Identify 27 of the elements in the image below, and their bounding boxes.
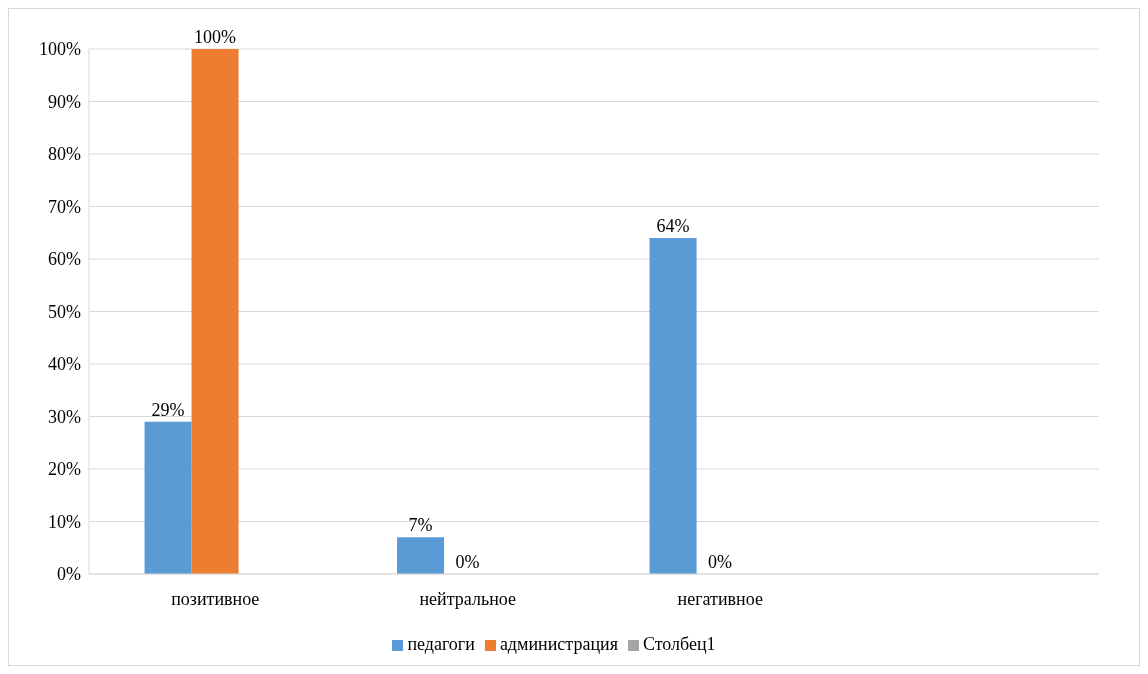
data-label: 0% (455, 552, 480, 572)
data-label: 64% (656, 216, 690, 236)
legend-label: Столбец1 (642, 634, 716, 654)
legend-label: педагоги (407, 634, 475, 654)
legend-label: администрация (499, 634, 618, 654)
y-tick-label: 90% (48, 91, 81, 112)
x-tick-label: негативное (677, 588, 763, 609)
y-tick-label: 100% (39, 39, 81, 60)
data-label: 0% (708, 552, 733, 572)
y-tick-label: 0% (57, 564, 81, 585)
data-label: 7% (408, 515, 433, 536)
data-label: 29% (151, 399, 185, 420)
bar (649, 238, 697, 574)
y-tick-label: 10% (48, 511, 81, 532)
bar (144, 421, 192, 574)
y-tick-label: 50% (48, 301, 81, 322)
bar (397, 537, 445, 574)
y-tick-label: 40% (48, 354, 81, 375)
y-tick-label: 30% (48, 406, 81, 427)
bar (191, 49, 239, 574)
x-tick-label: позитивное (171, 588, 260, 609)
x-tick-label: нейтральное (419, 588, 517, 609)
y-tick-label: 60% (48, 249, 81, 270)
y-tick-label: 20% (48, 459, 81, 480)
y-tick-label: 70% (48, 196, 81, 217)
y-tick-label: 80% (48, 144, 81, 165)
data-label: 100% (194, 27, 237, 47)
